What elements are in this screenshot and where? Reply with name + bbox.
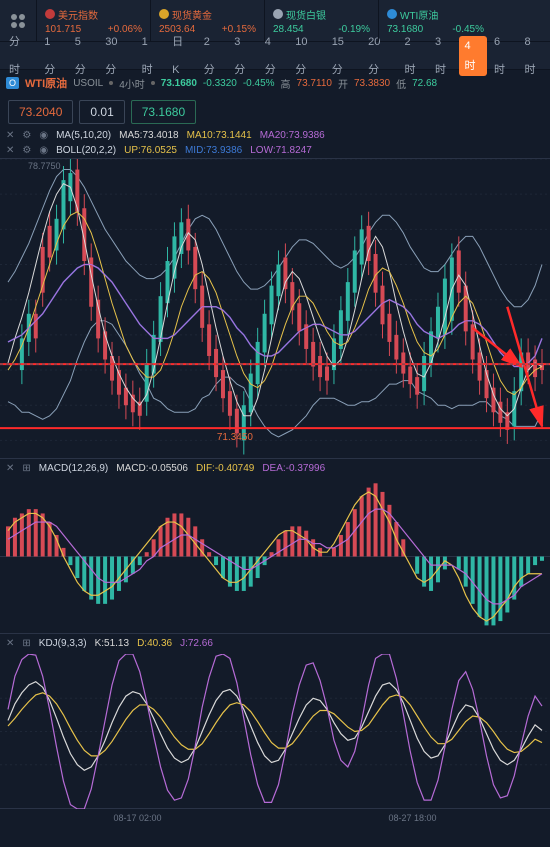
- symbol-tf: 4小时: [119, 76, 145, 91]
- timeframe-bar: 分时1分5分30分1时日K2分3分4分10分15分20分2时3时4时6时8时: [0, 42, 550, 70]
- spread-box[interactable]: 0.01: [79, 100, 124, 124]
- x-axis: 08-17 02:00 08-27 18:00: [0, 808, 550, 826]
- price-change: -0.3320: [203, 78, 237, 89]
- price-box-row: 73.2040 0.01 73.1680: [0, 96, 550, 128]
- svg-text:71.3450: 71.3450: [217, 432, 254, 443]
- macd-chart[interactable]: ✕ ⊞ MACD(12,26,9) MACD:-0.05506 DIF:-0.4…: [0, 458, 550, 633]
- ma-indicator-row: ✕ ⚙ ◉ MA(5,10,20) MA5:73.4018 MA10:73.14…: [0, 128, 550, 143]
- ticker-item[interactable]: WTI原油 73.1680-0.45%: [378, 0, 492, 41]
- eye-icon[interactable]: ◉: [39, 145, 48, 156]
- symbol-name[interactable]: WTI原油: [25, 75, 67, 91]
- bid-box[interactable]: 73.2040: [8, 100, 73, 124]
- last-price: 73.1680: [161, 78, 197, 89]
- kdj-chart[interactable]: ✕ ⊞ KDJ(9,3,3) K:51.13 D:40.36 J:72.66: [0, 633, 550, 808]
- high: 73.7110: [297, 78, 332, 89]
- close-icon[interactable]: ✕: [6, 145, 14, 156]
- close-icon[interactable]: ✕: [6, 638, 14, 649]
- symbol-badge: O: [6, 77, 19, 89]
- gear-icon[interactable]: ⚙: [22, 145, 31, 156]
- timeframe-8时[interactable]: 8时: [518, 28, 549, 84]
- expand-icon[interactable]: ⊞: [22, 463, 30, 474]
- timeframe-4时[interactable]: 4时: [459, 36, 488, 76]
- ticker-item[interactable]: 现货白银 28.454-0.19%: [264, 0, 378, 41]
- eye-icon[interactable]: ◉: [39, 130, 48, 141]
- ticker-item[interactable]: 现货黄金 2503.64+0.15%: [150, 0, 264, 41]
- expand-icon[interactable]: ⊞: [22, 638, 30, 649]
- close-icon[interactable]: ✕: [6, 130, 14, 141]
- ticker-bar: 美元指数 101.715+0.06%现货黄金 2503.64+0.15%现货白银…: [0, 0, 550, 42]
- boll-indicator-row: ✕ ⚙ ◉ BOLL(20,2,2) UP:76.0525 MID:73.938…: [0, 143, 550, 158]
- symbol-code: USOIL: [73, 78, 103, 89]
- price-pct: -0.45%: [243, 78, 275, 89]
- low: 72.68: [412, 78, 437, 89]
- open: 73.3830: [354, 78, 390, 89]
- gear-icon[interactable]: ⚙: [22, 130, 31, 141]
- ask-box[interactable]: 73.1680: [131, 100, 196, 124]
- close-icon[interactable]: ✕: [6, 463, 14, 474]
- ticker-item[interactable]: 美元指数 101.715+0.06%: [36, 0, 150, 41]
- main-chart[interactable]: 78.7750 71.3450: [0, 158, 550, 458]
